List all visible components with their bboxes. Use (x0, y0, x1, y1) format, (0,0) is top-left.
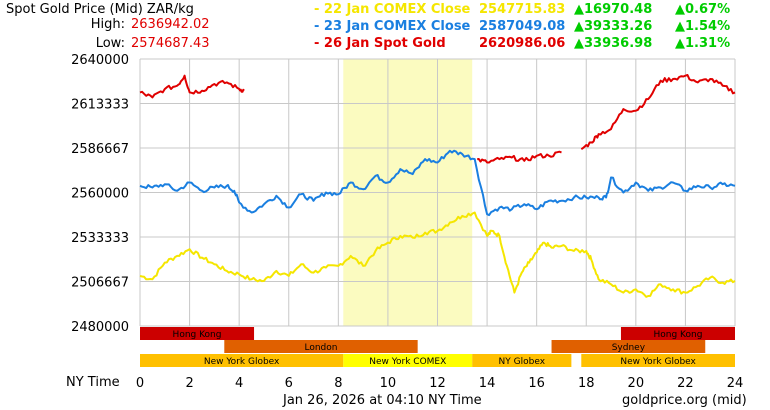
session-bar (224, 340, 418, 353)
series-line (477, 150, 562, 164)
x-tick-label: 14 (479, 376, 496, 391)
legend-pct-26jan: ▲1.31% (675, 36, 731, 51)
legend-change-26jan: ▲33936.98 (574, 36, 653, 51)
legend-change-23jan: ▲39333.26 (574, 19, 653, 34)
session-bar (620, 327, 735, 340)
low-value: 2574687.43 (131, 36, 210, 51)
legend-change-22jan: ▲16970.48 (574, 2, 653, 17)
session-bar (140, 354, 344, 367)
x-tick-label: 24 (727, 376, 744, 391)
x-tick-label: 0 (136, 376, 144, 391)
legend-pct-23jan: ▲1.54% (675, 19, 731, 34)
x-axis-label: NY Time (66, 375, 120, 390)
x-tick-label: 2 (185, 376, 193, 391)
x-tick-label: 18 (578, 376, 595, 391)
series-line (139, 211, 736, 298)
x-tick-label: 6 (285, 376, 293, 391)
y-tick-label: 2506667 (71, 275, 129, 290)
session-bar (343, 354, 473, 367)
legend-pct-22jan: ▲0.67% (675, 2, 731, 17)
low-label: Low: (95, 36, 125, 51)
y-tick-label: 2586667 (71, 142, 129, 157)
x-tick-label: 20 (628, 376, 645, 391)
legend-value-26jan: 2620986.06 (479, 36, 566, 51)
y-tick-label: 2613333 (71, 98, 129, 113)
high-label: High: (90, 17, 125, 32)
x-tick-label: 4 (235, 376, 243, 391)
y-tick-label: 2480000 (71, 320, 129, 335)
x-tick-label: 12 (429, 376, 446, 391)
session-label: New York Globex (620, 357, 696, 367)
session-label: Hong Kong (173, 330, 222, 340)
legend-label-23jan: - 23 Jan COMEX Close (314, 19, 471, 34)
y-tick-label: 2560000 (71, 187, 129, 202)
series-line (139, 149, 736, 217)
legend-label-22jan: - 22 Jan COMEX Close (314, 2, 471, 17)
source-link[interactable]: goldprice.org (mid) (622, 393, 747, 408)
legend-label-26jan: - 26 Jan Spot Gold (314, 36, 446, 51)
series-line (139, 74, 245, 99)
session-label: New York COMEX (369, 357, 446, 367)
session-bar (581, 354, 735, 367)
high-value: 2636942.02 (131, 17, 210, 32)
x-tick-label: 22 (677, 376, 694, 391)
timestamp: Jan 26, 2026 at 04:10 NY Time (283, 393, 482, 408)
session-bar (551, 340, 706, 353)
chart-title: Spot Gold Price (Mid) ZAR/kg (6, 2, 194, 17)
session-label: NY Globex (499, 357, 546, 367)
session-label: New York Globex (204, 357, 280, 367)
x-tick-label: 10 (380, 376, 397, 391)
y-tick-label: 2640000 (71, 53, 129, 68)
session-bar (472, 354, 572, 367)
session-label: London (304, 343, 337, 353)
series-line (580, 74, 736, 150)
legend-value-23jan: 2587049.08 (479, 19, 566, 34)
y-tick-label: 2533333 (71, 231, 129, 246)
session-bar (140, 327, 255, 340)
session-label: Hong Kong (654, 330, 703, 340)
session-label: Sydney (612, 343, 646, 353)
x-tick-label: 16 (528, 376, 545, 391)
legend-value-22jan: 2547715.83 (479, 2, 566, 17)
x-tick-label: 8 (334, 376, 342, 391)
